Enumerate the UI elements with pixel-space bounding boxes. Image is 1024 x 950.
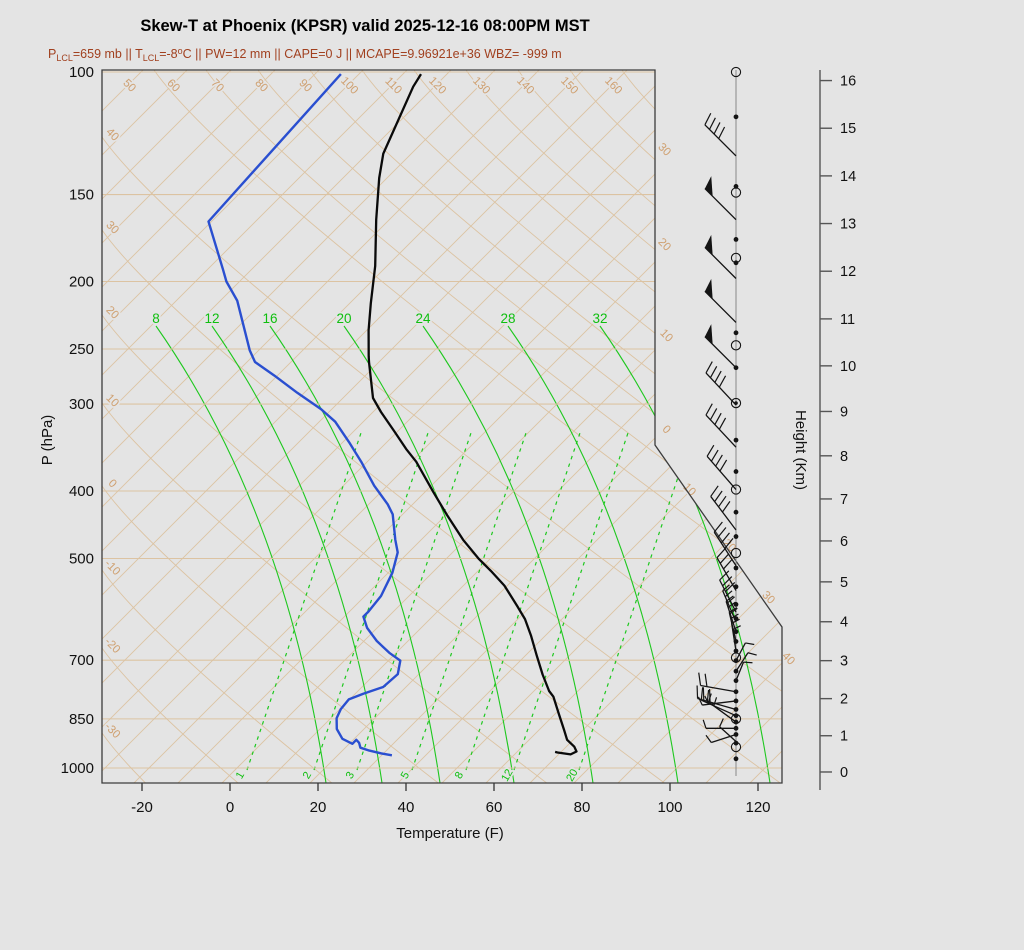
- svg-text:5: 5: [399, 770, 412, 781]
- svg-text:8: 8: [152, 311, 160, 326]
- svg-text:140: 140: [514, 75, 536, 97]
- svg-text:10: 10: [657, 327, 675, 345]
- svg-text:28: 28: [500, 311, 515, 326]
- svg-text:2: 2: [840, 692, 848, 708]
- svg-text:250: 250: [69, 341, 94, 358]
- svg-text:400: 400: [69, 483, 94, 500]
- svg-text:50: 50: [120, 77, 138, 95]
- svg-text:20: 20: [310, 799, 327, 816]
- svg-text:100: 100: [657, 799, 682, 816]
- height-axis-title: Height (Km): [792, 410, 809, 490]
- svg-text:15: 15: [840, 121, 856, 137]
- wind-barbs: [696, 70, 757, 776]
- svg-text:10: 10: [840, 359, 856, 375]
- svg-text:2: 2: [301, 770, 314, 781]
- svg-text:0: 0: [840, 765, 848, 781]
- level-markers: [730, 66, 742, 762]
- svg-text:3: 3: [344, 770, 357, 781]
- svg-text:6: 6: [840, 534, 848, 550]
- svg-text:9: 9: [840, 404, 848, 420]
- temperature-axis: -20 0 20 40 60 80 100 120: [129, 783, 772, 818]
- svg-text:80: 80: [574, 799, 591, 816]
- svg-text:0: 0: [660, 423, 673, 436]
- svg-text:12: 12: [840, 264, 856, 280]
- svg-text:32: 32: [592, 311, 607, 326]
- svg-text:7: 7: [840, 492, 848, 508]
- x-axis-title: Temperature (F): [396, 825, 504, 842]
- pressure-axis-title: P (hPa): [39, 415, 56, 466]
- svg-text:1: 1: [840, 729, 848, 745]
- svg-text:150: 150: [558, 75, 580, 97]
- svg-text:20: 20: [336, 311, 351, 326]
- svg-text:90: 90: [296, 77, 314, 95]
- dewpoint-curve: [207, 73, 402, 757]
- svg-text:13: 13: [840, 217, 856, 233]
- svg-text:300: 300: [69, 396, 94, 413]
- svg-text:120: 120: [745, 799, 770, 816]
- svg-text:8: 8: [453, 770, 466, 781]
- svg-text:0: 0: [226, 799, 234, 816]
- svg-text:10: 10: [680, 481, 698, 499]
- svg-text:80: 80: [252, 77, 270, 95]
- svg-text:12: 12: [204, 311, 219, 326]
- svg-text:20: 20: [103, 304, 121, 322]
- svg-text:850: 850: [69, 711, 94, 728]
- svg-text:30: 30: [655, 141, 673, 159]
- svg-text:5: 5: [840, 575, 848, 591]
- svg-text:1000: 1000: [61, 760, 94, 777]
- svg-text:700: 700: [69, 652, 94, 669]
- svg-text:100: 100: [338, 75, 360, 97]
- svg-text:200: 200: [69, 274, 94, 291]
- svg-text:500: 500: [69, 550, 94, 567]
- plot-border: [101, 69, 783, 784]
- moist-adiabat-lines: [155, 325, 771, 783]
- chart-title: Skew-T at Phoenix (KPSR) valid 2025-12-1…: [140, 17, 589, 35]
- svg-text:60: 60: [164, 77, 182, 95]
- svg-text:1: 1: [234, 770, 247, 781]
- svg-text:16: 16: [840, 74, 856, 90]
- svg-text:60: 60: [486, 799, 503, 816]
- svg-text:110: 110: [382, 75, 403, 96]
- mixing-ratio-lines: [246, 429, 695, 771]
- svg-text:8: 8: [840, 449, 848, 465]
- svg-text:0: 0: [106, 477, 119, 490]
- svg-text:40: 40: [398, 799, 415, 816]
- svg-text:160: 160: [602, 75, 624, 97]
- svg-text:-20: -20: [131, 799, 153, 816]
- svg-text:130: 130: [470, 75, 492, 97]
- temperature-curve: [367, 73, 578, 756]
- svg-text:150: 150: [69, 187, 94, 204]
- svg-text:100: 100: [69, 64, 94, 81]
- svg-text:120: 120: [426, 75, 448, 97]
- svg-text:20: 20: [564, 767, 581, 784]
- svg-text:40: 40: [103, 126, 121, 144]
- svg-text:11: 11: [840, 312, 855, 328]
- svg-text:20: 20: [655, 236, 673, 254]
- svg-text:10: 10: [103, 392, 121, 410]
- svg-text:16: 16: [262, 311, 277, 326]
- svg-text:14: 14: [840, 169, 856, 185]
- svg-text:12: 12: [499, 767, 516, 784]
- svg-text:24: 24: [415, 311, 431, 326]
- svg-text:30: 30: [103, 219, 121, 237]
- pressure-axis: 100 150 200 250 300 400 500 700 850 1000: [59, 62, 96, 779]
- svg-text:4: 4: [840, 615, 848, 631]
- svg-text:3: 3: [840, 654, 848, 670]
- dry-adiabat-lines: [102, 70, 782, 783]
- isotherm-lines: [102, 70, 782, 783]
- chart-subtitle: PLCL​=659 mb || TLCL​=-8o​C || PW=12 mm …: [48, 46, 562, 63]
